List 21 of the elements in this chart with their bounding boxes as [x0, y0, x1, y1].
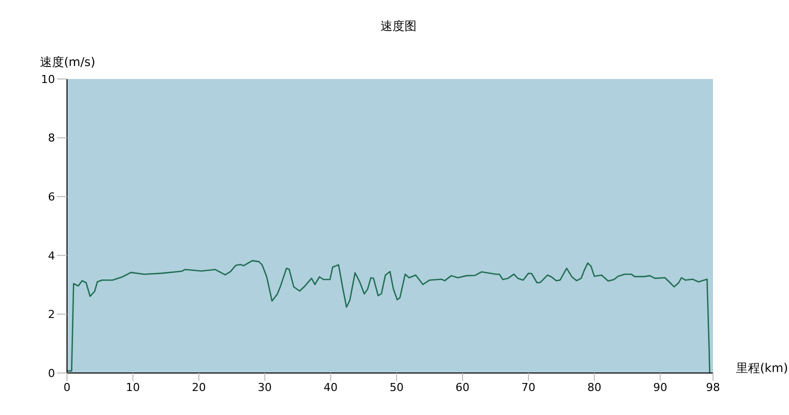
y-tick-label: 4 [48, 249, 55, 262]
x-tick-label: 70 [521, 380, 536, 394]
y-tick-label: 6 [48, 190, 55, 204]
x-tick-label: 90 [653, 380, 668, 394]
x-axis-title: 里程(km) [736, 360, 788, 377]
x-tick-label: 60 [456, 380, 470, 394]
y-tick-label: 0 [48, 366, 55, 380]
x-tick-label: 20 [192, 380, 206, 394]
x-tick-label: 30 [258, 380, 272, 394]
y-tick-label: 8 [48, 132, 55, 145]
chart-title: 速度图 [380, 18, 418, 35]
y-tick-label: 10 [41, 72, 55, 86]
y-axis-title: 速度(m/s) [40, 54, 96, 71]
x-tick-label: 80 [587, 380, 602, 394]
x-tick-label: 50 [390, 380, 404, 394]
line-series [67, 260, 710, 373]
x-tick-label: 40 [324, 380, 338, 394]
x-tick-label: 10 [126, 380, 140, 394]
x-tick-label: 0 [64, 380, 70, 394]
x-tick-label: 98 [706, 380, 720, 394]
y-tick-label: 2 [48, 308, 55, 322]
